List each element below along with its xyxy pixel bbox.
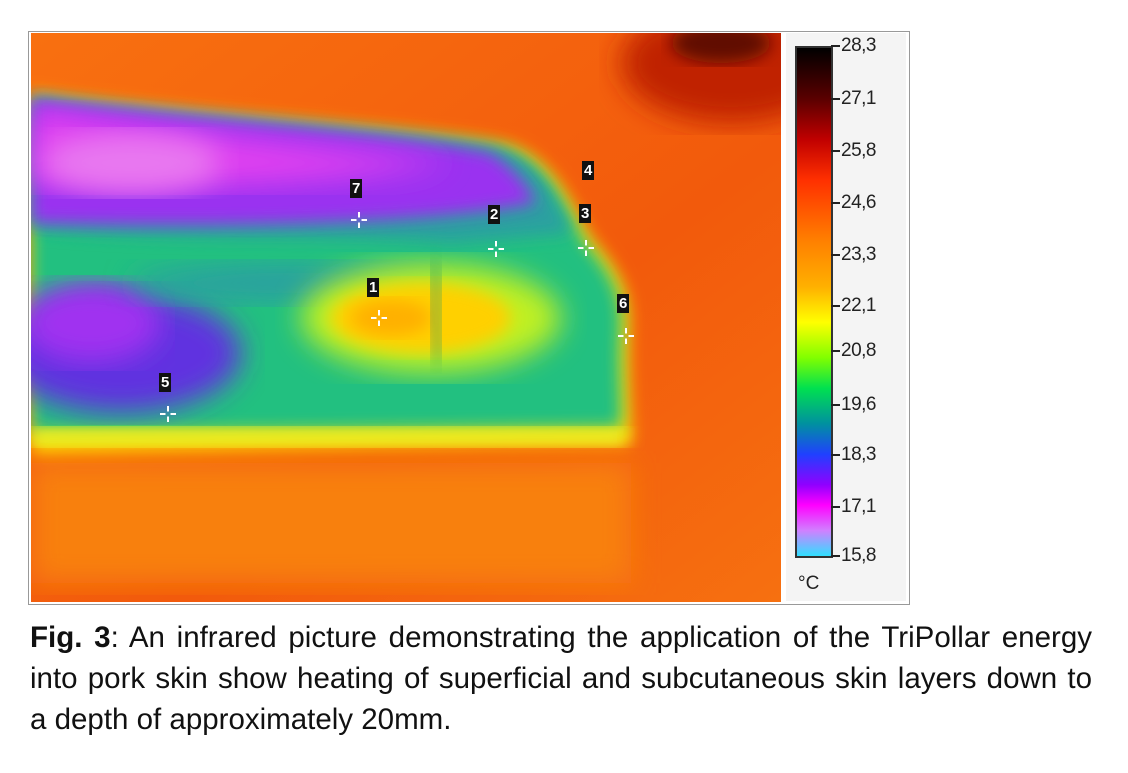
scale-tick: 27,1: [831, 88, 876, 109]
color-scale-bar: [795, 46, 833, 558]
figure-caption: Fig. 3: An infrared picture demonstratin…: [30, 617, 1092, 740]
scale-tick: 15,8: [831, 545, 876, 566]
thermal-image: [31, 33, 781, 602]
scale-tick: 17,1: [831, 496, 876, 517]
caption-text: : An infrared picture demonstrating the …: [30, 621, 1092, 736]
scale-tick: 18,3: [831, 444, 876, 465]
scale-tick: 20,8: [831, 340, 876, 361]
scale-unit: °C: [798, 573, 820, 594]
scale-tick: 28,3: [831, 35, 876, 56]
color-scale: 28,3 27,1 25,8 24,6 23,3 22,1 20,8 19,6 …: [786, 33, 906, 601]
scale-tick: 24,6: [831, 192, 876, 213]
scale-tick: 19,6: [831, 394, 876, 415]
scale-tick: 23,3: [831, 244, 876, 265]
scale-tick: 22,1: [831, 295, 876, 316]
caption-label: Fig. 3: [30, 621, 111, 654]
scale-tick: 25,8: [831, 140, 876, 161]
infrared-figure: 1 2 3 4 5 6 7 28,3 27,1 25,8 24,6 23,3 2…: [28, 31, 910, 605]
